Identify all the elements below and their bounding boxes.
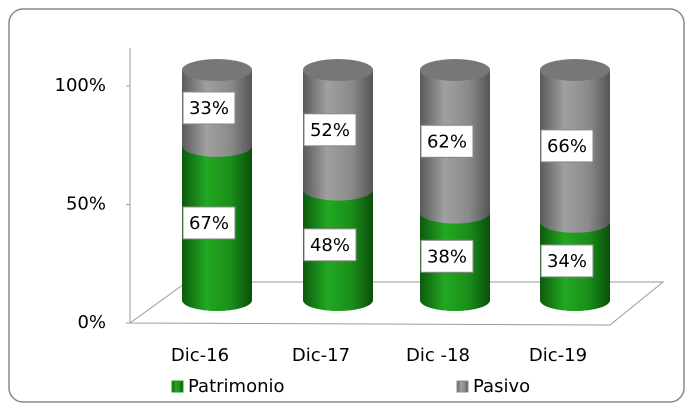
legend-swatch	[171, 380, 184, 393]
cylinder-bottom-edge	[540, 300, 610, 311]
data-label: 34%	[547, 251, 587, 272]
cylinder-bottom-edge	[182, 300, 252, 311]
data-label-box	[420, 239, 474, 273]
floor	[128, 281, 665, 326]
data-label-box	[182, 206, 236, 240]
legend-label: Patrimonio	[188, 376, 285, 397]
data-label-box	[420, 124, 474, 158]
data-label-box	[540, 244, 594, 278]
data-label: 38%	[427, 246, 467, 267]
data-label: 48%	[310, 235, 350, 256]
data-label-box	[540, 129, 594, 163]
x-tick-label: Dic-16	[171, 345, 229, 366]
cylinder-bottom-edge	[420, 212, 490, 224]
legend-swatch	[456, 380, 469, 393]
cylinder-bottom-edge	[420, 300, 490, 311]
y-tick-label: 0%	[77, 312, 106, 333]
x-tick-label: Dic -18	[406, 345, 470, 366]
cylinder-top	[420, 59, 490, 81]
cylinder-bottom-edge	[303, 189, 373, 201]
cylinder-top	[182, 59, 252, 81]
x-tick-label: Dic-19	[529, 345, 587, 366]
cylinder-bottom-edge	[303, 300, 373, 311]
data-label-box	[303, 113, 357, 147]
cylinder-top	[303, 59, 373, 81]
cylinder-bottom-edge	[540, 221, 610, 233]
data-label: 62%	[427, 131, 467, 152]
cylinder-top	[540, 59, 610, 81]
cylinder-bottom-edge	[182, 145, 252, 157]
data-label: 67%	[189, 213, 229, 234]
data-label: 52%	[310, 120, 350, 141]
y-tick-label: 50%	[66, 194, 106, 215]
y-tick-label: 100%	[55, 75, 106, 96]
legend-label: Pasivo	[473, 376, 530, 397]
data-label: 33%	[189, 98, 229, 119]
data-label-box	[303, 228, 357, 262]
data-label: 66%	[547, 136, 587, 157]
data-label-box	[182, 91, 236, 125]
x-tick-label: Dic-17	[292, 345, 350, 366]
